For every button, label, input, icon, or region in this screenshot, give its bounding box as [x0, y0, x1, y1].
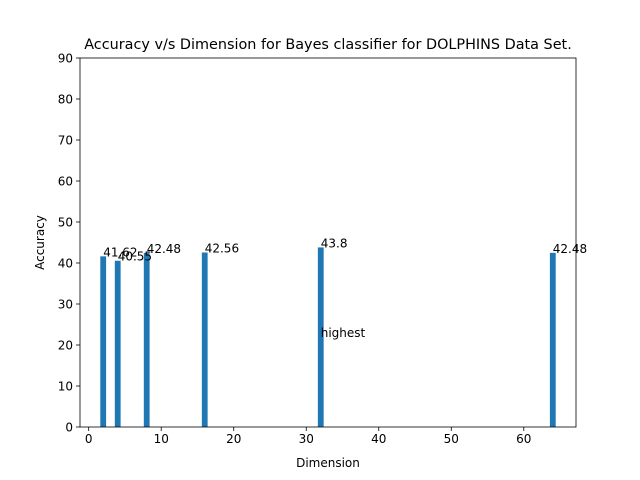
y-tick-label: 70 [58, 134, 73, 148]
y-tick-label: 60 [58, 175, 73, 189]
x-tick-label: 40 [371, 432, 386, 446]
data-label-dim-4: 40.55 [118, 250, 152, 264]
y-tick-label: 30 [58, 298, 73, 312]
data-label-dim-64: 42.48 [553, 242, 587, 256]
x-tick-label: 50 [444, 432, 459, 446]
bar-dim-8 [143, 252, 150, 427]
x-axis-label: Dimension [296, 456, 360, 470]
data-label-dim-2: 41.62 [103, 245, 137, 259]
data-label-dim-32: 43.8 [321, 236, 348, 250]
x-tick-label: 10 [154, 432, 169, 446]
x-tick-label: 30 [299, 432, 314, 446]
bar-dim-32 [317, 247, 324, 427]
x-tick-label: 60 [516, 432, 531, 446]
bar-dim-16 [201, 252, 208, 427]
y-axis-label: Accuracy [33, 215, 47, 270]
data-label-dim-8: 42.48 [147, 242, 181, 256]
y-tick-label: 10 [58, 380, 73, 394]
chart-title: Accuracy v/s Dimension for Bayes classif… [84, 37, 572, 53]
y-tick-label: 20 [58, 339, 73, 353]
plot-frame [79, 57, 577, 428]
y-tick-label: 40 [58, 257, 73, 271]
x-tick-label: 20 [226, 432, 241, 446]
y-tick-label: 50 [58, 216, 73, 230]
x-tick-label: 0 [85, 432, 93, 446]
y-tick-label: 80 [58, 93, 73, 107]
bar-dim-64 [549, 252, 556, 427]
bar-dim-2 [100, 256, 107, 427]
annotations-group: highest [321, 326, 366, 340]
y-tick-label: 0 [65, 421, 73, 435]
y-tick-label: 90 [58, 52, 73, 66]
y-axis: 0 10 20 30 40 50 60 70 80 90 [58, 52, 80, 435]
x-axis: 0 10 20 30 40 50 60 [85, 427, 531, 446]
bar-dim-4 [114, 260, 121, 427]
annotation-0: highest [321, 326, 366, 340]
data-label-dim-16: 42.56 [205, 242, 239, 256]
bars-group [100, 247, 556, 427]
